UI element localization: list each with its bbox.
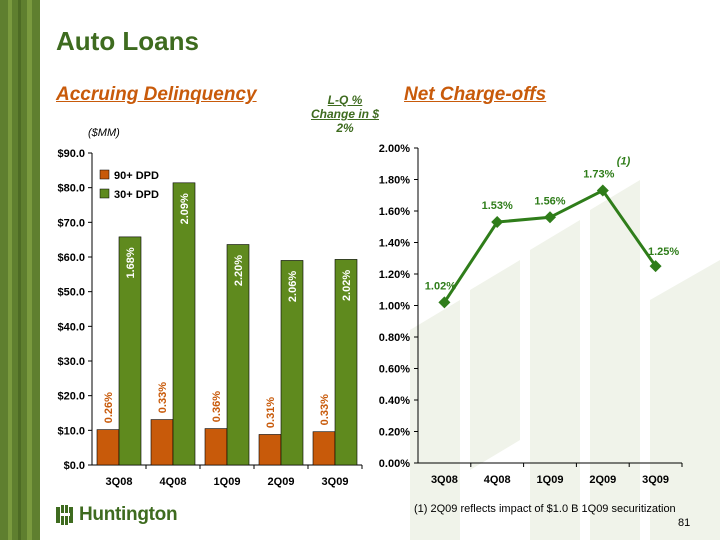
y-tick-label: 1.00%: [379, 301, 410, 313]
bar-90-dpd-label: 0.33%: [319, 394, 331, 425]
page-title: Auto Loans: [56, 26, 199, 56]
data-point-marker: [596, 184, 609, 197]
y-tick-label: 0.60%: [379, 364, 410, 376]
footnote-marker: (1): [617, 156, 631, 168]
y-tick-label: $60.0: [57, 252, 85, 264]
y-tick-label: 1.20%: [379, 269, 410, 281]
bar-90-dpd: [258, 434, 282, 466]
huntington-logo-icon: [56, 505, 73, 525]
data-point-label: 1.73%: [583, 169, 614, 181]
bar-30-dpd-label: 2.20%: [233, 255, 245, 286]
bar-90-dpd-label: 0.33%: [157, 382, 169, 413]
bar-90-dpd-label: 0.36%: [211, 391, 223, 422]
x-tick-label: 3Q08: [106, 476, 133, 488]
bar-90-dpd: [204, 428, 228, 466]
y-tick-label: 1.80%: [379, 175, 410, 187]
data-point-marker: [491, 216, 504, 229]
x-tick-label: 4Q08: [160, 476, 187, 488]
data-point-marker: [544, 211, 556, 224]
huntington-logo: Huntington: [56, 504, 178, 526]
legend-swatch: [99, 169, 110, 180]
x-tick-label: 1Q09: [537, 474, 564, 486]
legend-label: 90+ DPD: [114, 170, 159, 182]
x-tick-label: 2Q09: [589, 474, 616, 486]
bar-30-dpd-label: 2.02%: [341, 270, 353, 301]
section-title-net-charge-offs: Net Charge-offs: [404, 84, 547, 105]
data-point-label: 1.56%: [534, 195, 565, 207]
background-watermark: [410, 180, 720, 540]
y-tick-label: $20.0: [57, 391, 85, 403]
section-title-delinquency: Accruing Delinquency: [56, 84, 257, 105]
y-tick-label: $0.0: [64, 460, 85, 472]
y-tick-label: 0.80%: [379, 332, 410, 344]
y-tick-label: $10.0: [57, 425, 85, 437]
bar-30-dpd-label: 2.06%: [287, 271, 299, 302]
bar-90-dpd-label: 0.26%: [103, 392, 115, 423]
x-tick-label: 3Q09: [642, 474, 669, 486]
y-tick-label: 2.00%: [379, 143, 410, 155]
lq-change-callout: L-Q % Change in $ 2%: [300, 93, 390, 135]
x-tick-label: 4Q08: [484, 474, 511, 486]
sidebar-stripe: [8, 0, 12, 540]
sidebar-stripe: [18, 0, 21, 540]
x-tick-label: 3Q09: [322, 476, 349, 488]
logo-wordmark: Huntington: [79, 504, 178, 525]
y-tick-label: 1.60%: [379, 206, 410, 218]
bar-30-dpd: [118, 236, 142, 466]
lq-change-line2: Change in $: [310, 107, 379, 121]
y-tick-label: 0.00%: [379, 458, 410, 470]
lq-change-line1: L-Q %: [327, 93, 363, 107]
bar-30-dpd-label: 2.09%: [179, 193, 191, 224]
y-tick-label: $40.0: [57, 321, 85, 333]
data-point-label: 1.53%: [482, 200, 513, 212]
y-tick-label: $80.0: [57, 183, 85, 195]
y-tick-label: $30.0: [57, 356, 85, 368]
sidebar-stripe: [27, 0, 32, 540]
y-tick-label: $50.0: [57, 287, 85, 299]
bar-90-dpd: [96, 429, 120, 466]
data-point-marker: [649, 260, 662, 273]
bar-30-dpd: [226, 244, 250, 466]
bar-90-dpd: [150, 419, 174, 466]
data-point-label: 1.02%: [425, 280, 456, 292]
bar-30-dpd-label: 1.68%: [125, 247, 137, 278]
data-point-label: 1.25%: [648, 246, 679, 258]
y-tick-label: 1.40%: [379, 238, 410, 250]
bar-90-dpd: [312, 431, 336, 466]
x-tick-label: 2Q09: [268, 476, 295, 488]
legend-label: 30+ DPD: [114, 189, 159, 201]
bar-30-dpd: [172, 182, 196, 466]
x-tick-label: 3Q08: [431, 474, 458, 486]
y-tick-label: $70.0: [57, 217, 85, 229]
page-number: 81: [678, 517, 691, 529]
x-tick-label: 1Q09: [214, 476, 241, 488]
bar-90-dpd-label: 0.31%: [265, 397, 277, 428]
footnote: (1) 2Q09 reflects impact of $1.0 B 1Q09 …: [414, 503, 676, 515]
units-label: ($MM): [88, 127, 120, 139]
decorative-sidebar: [0, 0, 40, 540]
bar-30-dpd: [280, 260, 304, 466]
delinquency-bar-chart: $0.0 $10.0 $20.0 $30.0 $40.0 $50.0 $60.0 $70.0 $…: [57, 148, 363, 488]
y-tick-label: 0.40%: [379, 395, 410, 407]
data-point-marker: [438, 296, 451, 309]
y-tick-label: $90.0: [57, 148, 85, 160]
lq-change-value: 2%: [336, 121, 354, 135]
y-tick-label: 0.20%: [379, 427, 410, 439]
legend-swatch: [99, 188, 110, 199]
bar-30-dpd: [334, 259, 358, 466]
net-charge-off-line-chart: 0.00% 0.20% 0.40% 0.60% 0.80% 1.00% 1.20% 1.40%…: [379, 143, 683, 486]
